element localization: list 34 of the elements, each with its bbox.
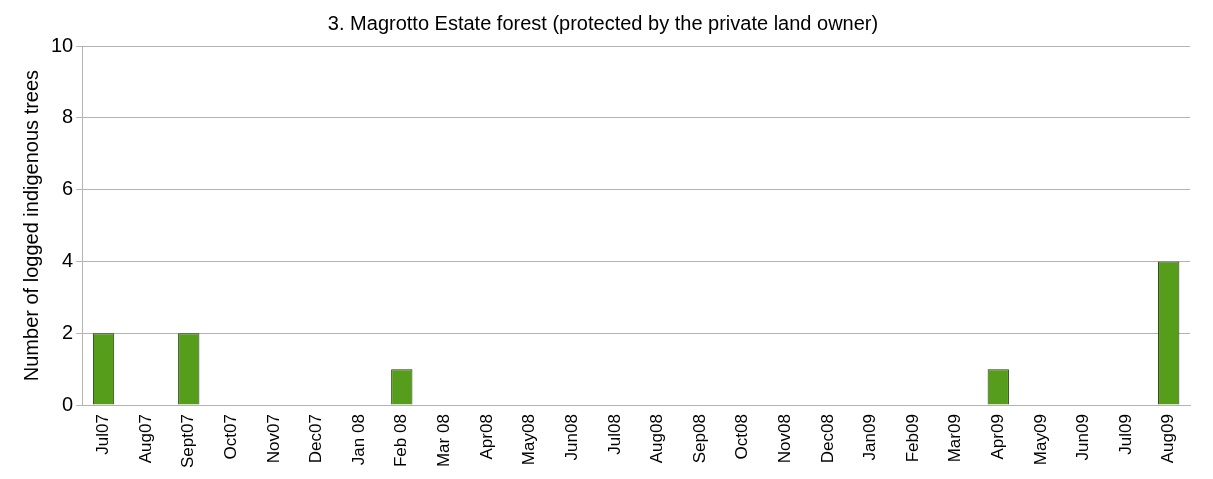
y-tick-label: 4 xyxy=(62,248,74,271)
x-tick-label: Nov08 xyxy=(774,414,794,464)
x-tick-label: Jul07 xyxy=(93,414,113,455)
y-tick-label: 8 xyxy=(62,105,74,128)
x-tick-label: Apr08 xyxy=(476,414,496,460)
x-tick-label: Feb09 xyxy=(902,414,922,463)
y-tick-label: 2 xyxy=(62,320,74,343)
x-tick-label: Jun08 xyxy=(561,414,581,461)
x-tick-label: Jul08 xyxy=(604,414,624,455)
x-tick-label: Mar 08 xyxy=(434,414,454,468)
x-tick-label: Oct07 xyxy=(221,414,241,460)
x-tick-label: Aug07 xyxy=(135,414,155,464)
x-tick-label: Jan09 xyxy=(860,414,880,461)
x-tick-label: Oct08 xyxy=(732,414,752,460)
x-tick-label: Dec08 xyxy=(817,414,837,464)
x-tick-label: Jan 08 xyxy=(348,414,368,466)
x-tick-label: Sept07 xyxy=(178,414,198,469)
x-tick-label: Apr09 xyxy=(987,414,1007,460)
x-tick-label: May08 xyxy=(519,414,539,466)
x-tick-label: Nov07 xyxy=(263,414,283,464)
x-tick-label: Aug08 xyxy=(647,414,667,464)
x-tick-label: Jul09 xyxy=(1115,414,1135,455)
x-tick-label: May09 xyxy=(1030,414,1050,466)
x-tick-label: Sep08 xyxy=(689,414,709,464)
chart-title: 3. Magrotto Estate forest (protected by the private land owner) xyxy=(327,11,879,34)
y-tick-label: 0 xyxy=(62,392,74,415)
y-axis-title: Number of logged indigenous trees xyxy=(19,69,42,382)
x-tick-label: Feb 08 xyxy=(391,414,411,468)
y-tick-label: 6 xyxy=(62,177,74,200)
x-tick-label: Jun09 xyxy=(1073,414,1093,461)
x-tick-label: Aug09 xyxy=(1158,414,1178,464)
x-tick-label: Mar09 xyxy=(945,414,965,463)
x-tick-label: Dec07 xyxy=(306,414,326,464)
y-tick-label: 10 xyxy=(51,33,74,56)
